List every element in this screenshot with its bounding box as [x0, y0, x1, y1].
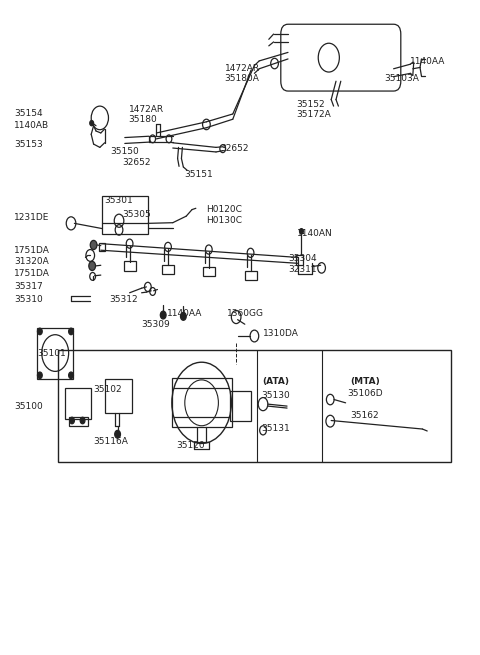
Text: 1310DA: 1310DA	[263, 329, 299, 338]
Text: 1140AA: 1140AA	[167, 309, 203, 318]
Circle shape	[37, 372, 42, 379]
Text: 35151: 35151	[184, 170, 213, 179]
Text: (ATA): (ATA)	[262, 377, 289, 386]
Text: 31320A: 31320A	[14, 257, 49, 267]
Text: 35120: 35120	[177, 441, 205, 450]
Text: 35304: 35304	[288, 254, 317, 263]
Text: 35162: 35162	[350, 411, 379, 420]
Text: 1751DA: 1751DA	[14, 246, 50, 255]
Bar	[105, 379, 132, 413]
Text: 32652: 32652	[220, 144, 248, 153]
Bar	[124, 261, 136, 271]
Text: 35152
35172A: 35152 35172A	[297, 100, 331, 119]
Circle shape	[89, 261, 96, 271]
Bar	[69, 417, 88, 426]
Text: 35154: 35154	[14, 109, 43, 119]
Text: 35305: 35305	[122, 210, 151, 219]
Bar	[245, 271, 257, 280]
Circle shape	[80, 417, 85, 424]
Text: 1140AA: 1140AA	[410, 57, 446, 66]
Circle shape	[90, 121, 94, 126]
Bar	[102, 196, 148, 234]
Circle shape	[69, 328, 73, 335]
Text: 35116A: 35116A	[94, 437, 129, 446]
Text: 35106D: 35106D	[347, 388, 383, 398]
Text: 1140AN: 1140AN	[297, 229, 332, 238]
Text: 1472AR
35180A: 1472AR 35180A	[225, 64, 260, 83]
Text: 1751DA: 1751DA	[14, 269, 50, 278]
Circle shape	[90, 240, 97, 250]
Text: 35103A: 35103A	[384, 74, 419, 83]
Text: 1472AR
35180: 1472AR 35180	[129, 105, 164, 124]
Text: 1360GG: 1360GG	[227, 309, 264, 318]
Text: 35101: 35101	[37, 348, 66, 358]
Bar	[58, 350, 451, 462]
Bar	[65, 388, 91, 419]
Text: 35301: 35301	[105, 196, 133, 205]
Text: (MTA): (MTA)	[350, 377, 380, 386]
Circle shape	[160, 311, 166, 319]
Text: 35131: 35131	[261, 424, 290, 433]
Text: 35100: 35100	[14, 402, 43, 411]
Text: 1140AB: 1140AB	[14, 121, 49, 130]
Text: 32311: 32311	[288, 265, 317, 274]
Bar	[37, 328, 73, 379]
Bar	[162, 265, 174, 274]
Bar	[99, 243, 105, 251]
Text: 35153: 35153	[14, 140, 43, 149]
Circle shape	[69, 372, 73, 379]
Text: 35310: 35310	[14, 295, 43, 304]
Text: 1231DE: 1231DE	[14, 213, 50, 222]
Circle shape	[70, 417, 74, 424]
Text: 35130: 35130	[261, 391, 290, 400]
Bar	[230, 391, 251, 421]
Bar	[296, 255, 303, 265]
Text: 35150: 35150	[110, 147, 139, 156]
Text: 35312: 35312	[109, 295, 138, 304]
Bar	[203, 267, 215, 276]
Text: 35102: 35102	[94, 384, 122, 394]
Bar	[172, 378, 232, 427]
Circle shape	[115, 430, 120, 438]
Text: H0120C
H0130C: H0120C H0130C	[206, 205, 242, 225]
Circle shape	[300, 229, 303, 234]
Text: 35317: 35317	[14, 282, 43, 291]
Text: 32652: 32652	[122, 158, 151, 167]
Text: 35309: 35309	[142, 320, 170, 329]
Circle shape	[180, 312, 186, 320]
Circle shape	[37, 328, 42, 335]
